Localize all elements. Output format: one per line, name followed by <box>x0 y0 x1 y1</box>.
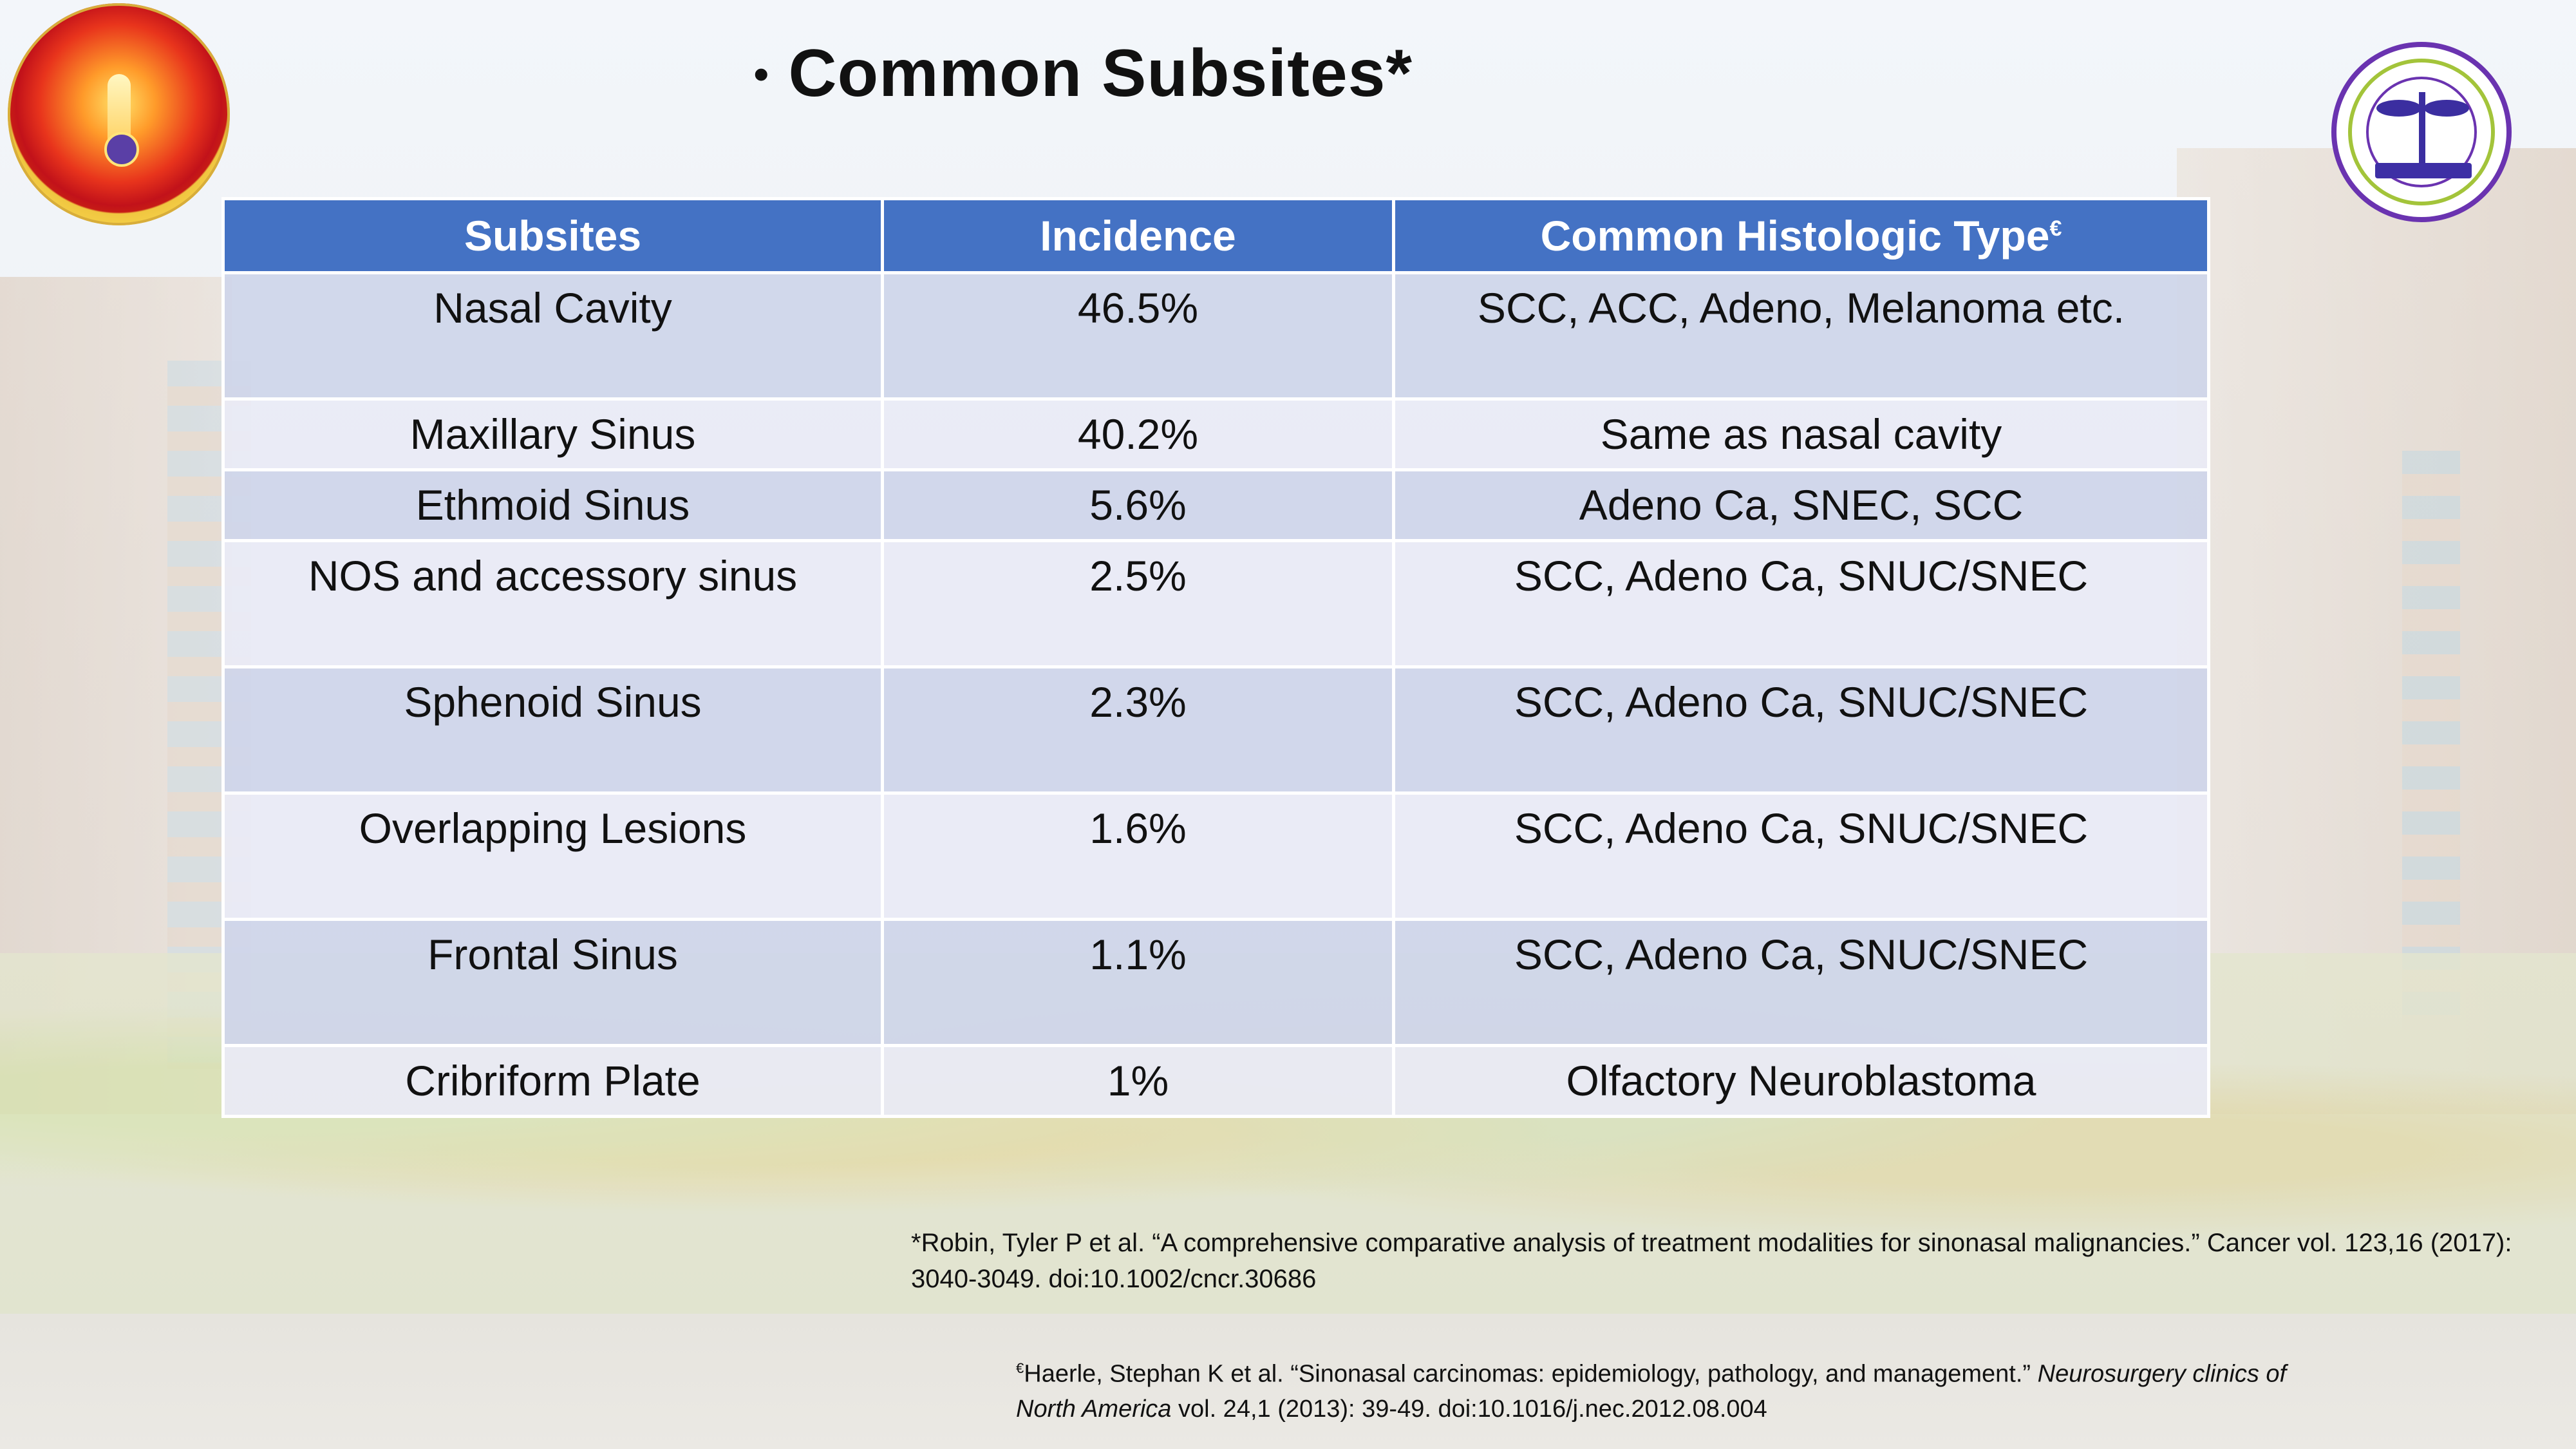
building-right-windows <box>2402 451 2460 1030</box>
subsites-table: Subsites Incidence Common Histologic Typ… <box>221 197 2210 1118</box>
cell-incidence: 2.3% <box>881 665 1395 795</box>
reference-mark: € <box>1016 1360 1024 1376</box>
table-row: Frontal Sinus 1.1% SCC, Adeno Ca, SNUC/S… <box>221 918 2210 1047</box>
cell-incidence: 46.5% <box>881 271 1395 401</box>
logo-ring <box>2348 59 2495 205</box>
table-row: Ethmoid Sinus 5.6% Adeno Ca, SNEC, SCC <box>221 468 2210 542</box>
cell-histology: SCC, Adeno Ca, SNUC/SNEC <box>1392 918 2210 1047</box>
wing-left-icon <box>2376 100 2421 117</box>
cell-histology: SCC, Adeno Ca, SNUC/SNEC <box>1392 791 2210 921</box>
cell-subsite: Sphenoid Sinus <box>221 665 884 795</box>
cell-incidence: 5.6% <box>881 468 1395 542</box>
cell-subsite: NOS and accessory sinus <box>221 539 884 668</box>
bridge-icon <box>2375 163 2472 178</box>
reference-journal: Neurosurgery clinics of North America <box>1016 1360 2287 1423</box>
emblem-icon <box>104 132 139 167</box>
aiims-logo <box>2331 42 2512 222</box>
table-row: Maxillary Sinus 40.2% Same as nasal cavi… <box>221 397 2210 471</box>
cell-histology: SCC, Adeno Ca, SNUC/SNEC <box>1392 539 2210 668</box>
reference-main: Haerle, Stephan K et al. “Sinonasal carc… <box>1024 1360 2038 1388</box>
table-row: Sphenoid Sinus 2.3% SCC, Adeno Ca, SNUC/… <box>221 665 2210 795</box>
header-histology-mark: € <box>2049 216 2062 241</box>
cell-incidence: 1% <box>881 1044 1395 1118</box>
title-text: Common Subsites* <box>788 36 1413 111</box>
cell-subsite: Ethmoid Sinus <box>221 468 884 542</box>
ground <box>0 1314 2576 1449</box>
cell-histology: SCC, ACC, Adeno, Melanoma etc. <box>1392 271 2210 401</box>
cell-histology: Same as nasal cavity <box>1392 397 2210 471</box>
cell-subsite: Frontal Sinus <box>221 918 884 1047</box>
cell-histology: Olfactory Neuroblastoma <box>1392 1044 2210 1118</box>
reference-robin: *Robin, Tyler P et al. “A comprehensive … <box>911 1229 2512 1293</box>
cell-incidence: 1.6% <box>881 791 1395 921</box>
caduceus-icon <box>2419 92 2425 176</box>
header-subsites: Subsites <box>221 197 884 274</box>
association-logo <box>8 3 230 225</box>
cell-subsite: Maxillary Sinus <box>221 397 884 471</box>
header-histology: Common Histologic Type€ <box>1392 197 2210 274</box>
reference-tail: vol. 24,1 (2013): 39-49. doi:10.1016/j.n… <box>1171 1395 1767 1423</box>
table-row: Overlapping Lesions 1.6% SCC, Adeno Ca, … <box>221 791 2210 921</box>
table-row: NOS and accessory sinus 2.5% SCC, Adeno … <box>221 539 2210 668</box>
table-header-row: Subsites Incidence Common Histologic Typ… <box>221 197 2210 274</box>
cell-subsite: Cribriform Plate <box>221 1044 884 1118</box>
cell-subsite: Nasal Cavity <box>221 271 884 401</box>
cell-histology: SCC, Adeno Ca, SNUC/SNEC <box>1392 665 2210 795</box>
cell-histology: Adeno Ca, SNEC, SCC <box>1392 468 2210 542</box>
header-histology-label: Common Histologic Type <box>1540 212 2050 260</box>
bullet-icon: • <box>753 48 769 99</box>
slide-title: • Common Subsites* <box>753 35 1413 112</box>
cell-incidence: 40.2% <box>881 397 1395 471</box>
table-row: Nasal Cavity 46.5% SCC, ACC, Adeno, Mela… <box>221 271 2210 401</box>
cell-incidence: 1.1% <box>881 918 1395 1047</box>
cell-subsite: Overlapping Lesions <box>221 791 884 921</box>
cell-incidence: 2.5% <box>881 539 1395 668</box>
wing-right-icon <box>2424 100 2469 117</box>
reference-haerle: €Haerle, Stephan K et al. “Sinonasal car… <box>1016 1351 2297 1426</box>
table-row: Cribriform Plate 1% Olfactory Neuroblast… <box>221 1044 2210 1118</box>
header-incidence: Incidence <box>881 197 1395 274</box>
